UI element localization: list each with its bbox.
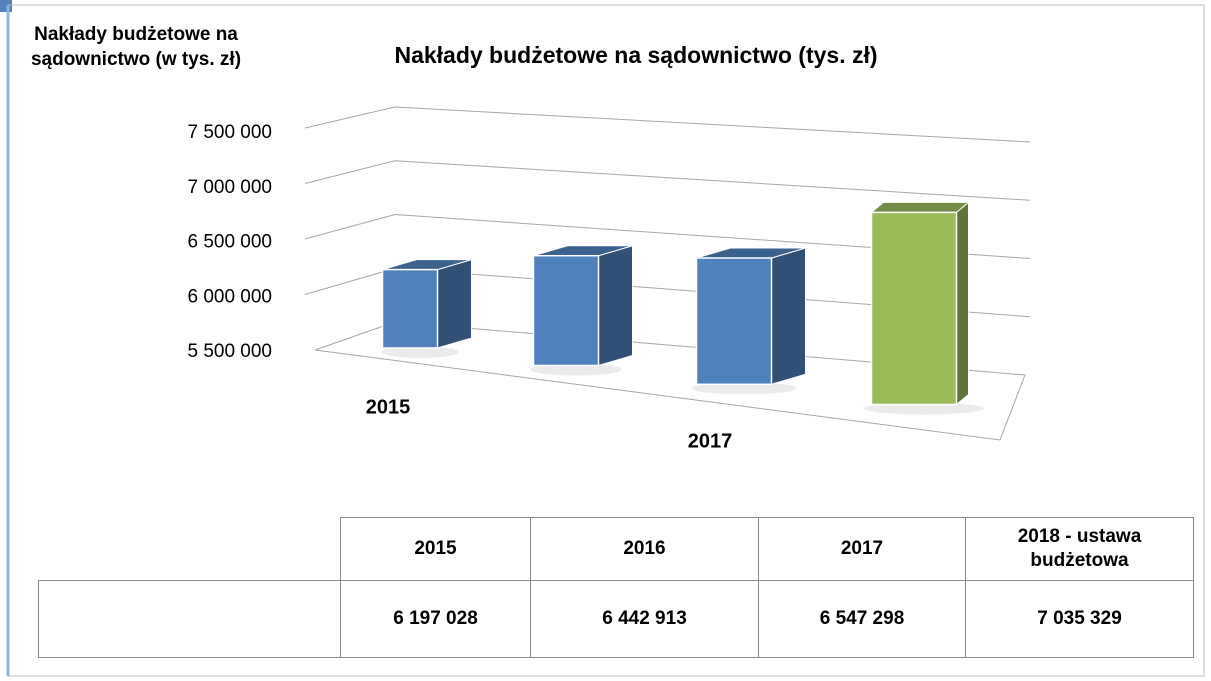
table-header: 2015 [340, 517, 531, 581]
table-value: 6 547 298 [758, 580, 966, 658]
legend-cell [38, 580, 341, 658]
y-tick-label: 7 000 000 [187, 177, 272, 198]
table-value: 7 035 329 [965, 580, 1194, 658]
bar-side [598, 245, 633, 367]
legend-label: Nakłady budżetowe na sądownictwo (w tys.… [30, 24, 242, 70]
bar [381, 268, 439, 349]
bar [870, 211, 958, 406]
bar-side [771, 247, 806, 385]
floor [314, 321, 1026, 441]
grid-line [304, 213, 1031, 259]
bar-side [437, 258, 472, 349]
bar-shadow [530, 363, 622, 376]
x-tick-label: 2017 [688, 430, 733, 452]
grid-line [304, 160, 1031, 201]
bar-top [870, 201, 970, 213]
bar [532, 254, 600, 367]
table-value: 6 197 028 [340, 580, 531, 658]
bar [695, 257, 773, 386]
x-tick-label: 2015 [366, 396, 411, 418]
table-header: 2018 - ustawa budżetowa [965, 517, 1194, 581]
table-header: 2016 [530, 517, 759, 581]
y-tick-label: 5 500 000 [187, 341, 272, 362]
y-tick-label: 6 500 000 [187, 232, 272, 253]
bar-shadow [691, 382, 797, 395]
chart-title: Nakłady budżetowe na sądownictwo (tys. z… [394, 42, 877, 68]
y-tick-label: 6 000 000 [187, 286, 272, 307]
grid-line [304, 106, 1031, 143]
table-value: 6 442 913 [530, 580, 759, 658]
bar-shadow [381, 346, 459, 358]
y-tick-label: 7 500 000 [187, 122, 272, 143]
bar-shadow [864, 402, 984, 415]
bar-side [956, 201, 969, 406]
table-header: 2017 [758, 517, 966, 581]
